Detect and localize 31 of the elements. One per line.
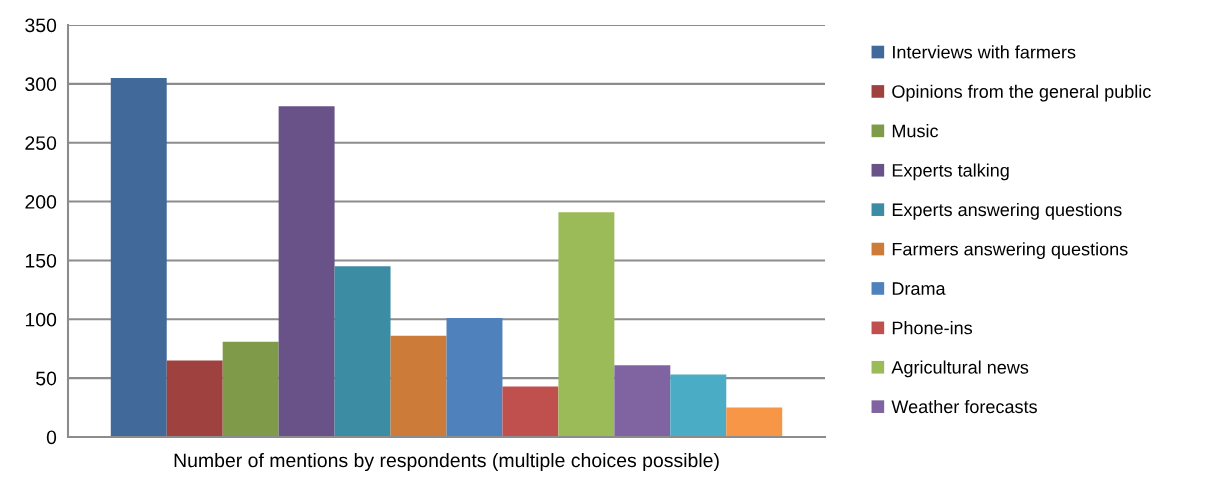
bar: [446, 318, 503, 437]
legend-label: Experts talking: [892, 163, 1009, 181]
bar: [390, 335, 447, 437]
legend-label: Phone-ins: [892, 321, 973, 335]
bar: [502, 386, 559, 437]
bar: [726, 407, 783, 437]
legend-label: Experts answering questions: [892, 202, 1122, 220]
y-tick-label: 350: [25, 18, 57, 33]
y-tick-label: 100: [25, 312, 57, 327]
y-tick-label: 200: [25, 195, 57, 209]
bar: [670, 374, 727, 437]
legend-label: Interviews with farmers: [893, 45, 1076, 59]
bar: [278, 106, 335, 437]
bar: [222, 341, 279, 437]
bar: [166, 360, 223, 437]
y-tick-label: 0: [46, 430, 57, 445]
y-tick-label: 50: [36, 371, 57, 386]
bar: [614, 365, 671, 437]
legend-label: Music: [892, 124, 939, 138]
y-tick-label: 300: [25, 77, 57, 92]
bar: [334, 266, 391, 437]
legend-label: Weather forecasts: [891, 399, 1037, 414]
y-tick-label: 250: [25, 136, 57, 150]
legend-label: Drama: [892, 282, 946, 295]
bar: [558, 212, 615, 437]
bar: [110, 77, 167, 437]
x-axis-title: Number of mentions by respondents (multiple choices possible): [174, 452, 719, 472]
legend-label: Agricultural news: [891, 360, 1029, 378]
legend-label: Farmers answering questions: [892, 242, 1128, 260]
legend-label: Opinions from the general public: [892, 84, 1151, 102]
y-tick-label: 150: [25, 253, 57, 268]
